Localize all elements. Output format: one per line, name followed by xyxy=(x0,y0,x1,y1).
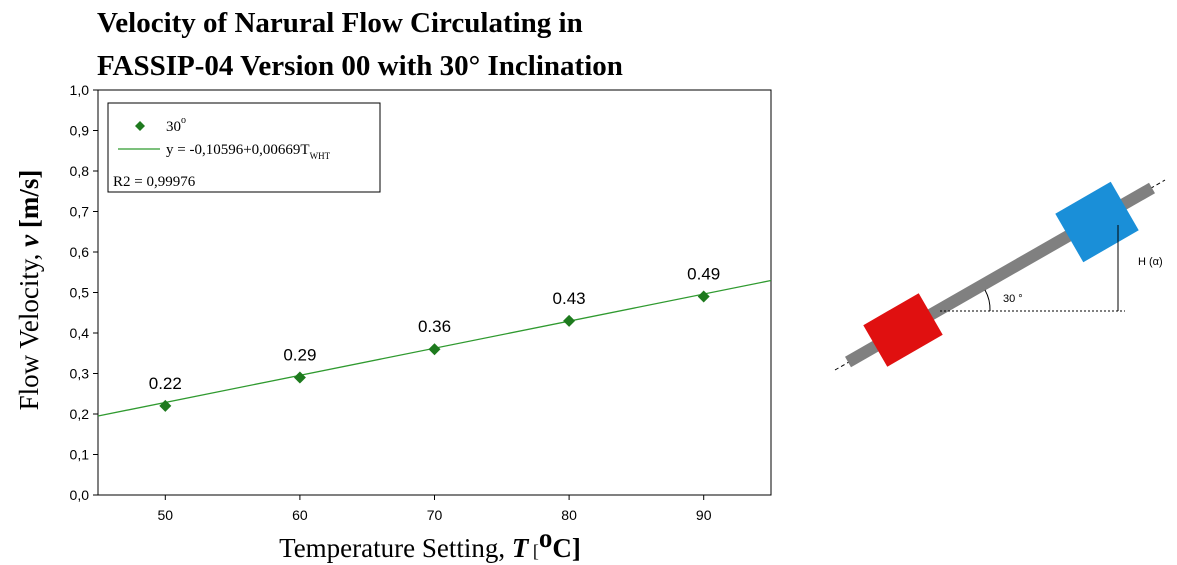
cooler xyxy=(1055,181,1139,263)
legend-label: 30o xyxy=(166,115,186,135)
data-label: 0.43 xyxy=(553,289,586,308)
legend-name: 30 xyxy=(166,119,181,135)
y-tick-label: 0,5 xyxy=(70,285,90,301)
legend-sup: o xyxy=(181,115,186,126)
x-tick-label: 70 xyxy=(427,507,443,523)
legend-sub: WHT xyxy=(310,151,331,161)
legend-name: y = -0,10596+0,00669T xyxy=(166,142,310,158)
point xyxy=(293,371,306,384)
point xyxy=(428,343,441,356)
y-tick-label: 0,6 xyxy=(70,244,90,260)
x-tick-label: 60 xyxy=(292,507,308,523)
legend xyxy=(107,102,381,193)
data-label: 0.22 xyxy=(149,374,182,393)
y-tick-label: 0,8 xyxy=(70,163,90,179)
y-tick-label: 1,0 xyxy=(70,82,90,98)
legend-label: y = -0,10596+0,00669TWHT xyxy=(166,142,331,161)
data-label: 0.29 xyxy=(283,346,316,365)
x-tick-label: 50 xyxy=(158,507,174,523)
y-axis-label: Flow Velocity, v [m/s] xyxy=(14,170,44,411)
point xyxy=(697,290,710,303)
annotation: R2 = 0,99976 xyxy=(113,174,196,190)
chart-title: Velocity of Narural Flow Circulating in xyxy=(97,7,583,39)
data-label: 0.49 xyxy=(687,265,720,284)
y-tick-label: 0,2 xyxy=(70,406,90,422)
x-tick-label: 80 xyxy=(561,507,577,523)
point xyxy=(563,314,576,327)
legend-marker xyxy=(135,121,145,131)
diagram: 30 ° H (α) xyxy=(834,179,1166,371)
angle-label: 30 ° xyxy=(1003,293,1023,305)
y-tick-label: 0,9 xyxy=(70,123,90,139)
heater xyxy=(863,293,943,367)
y-tick-label: 0,7 xyxy=(70,204,90,220)
chart-title: FASSIP-04 Version 00 with 30° Inclinatio… xyxy=(97,50,623,82)
angle-arc xyxy=(984,289,991,312)
point xyxy=(159,399,172,412)
y-tick-label: 0,1 xyxy=(70,447,90,463)
y-tick-label: 0,0 xyxy=(70,487,90,503)
height-label: H (α) xyxy=(1138,256,1163,268)
y-tick-label: 0,3 xyxy=(70,366,90,382)
x-axis-label: Temperature Setting, T [oC] xyxy=(279,523,581,563)
y-tick-label: 0,4 xyxy=(70,325,90,341)
data-label: 0.36 xyxy=(418,317,451,336)
x-tick-label: 90 xyxy=(696,507,712,523)
